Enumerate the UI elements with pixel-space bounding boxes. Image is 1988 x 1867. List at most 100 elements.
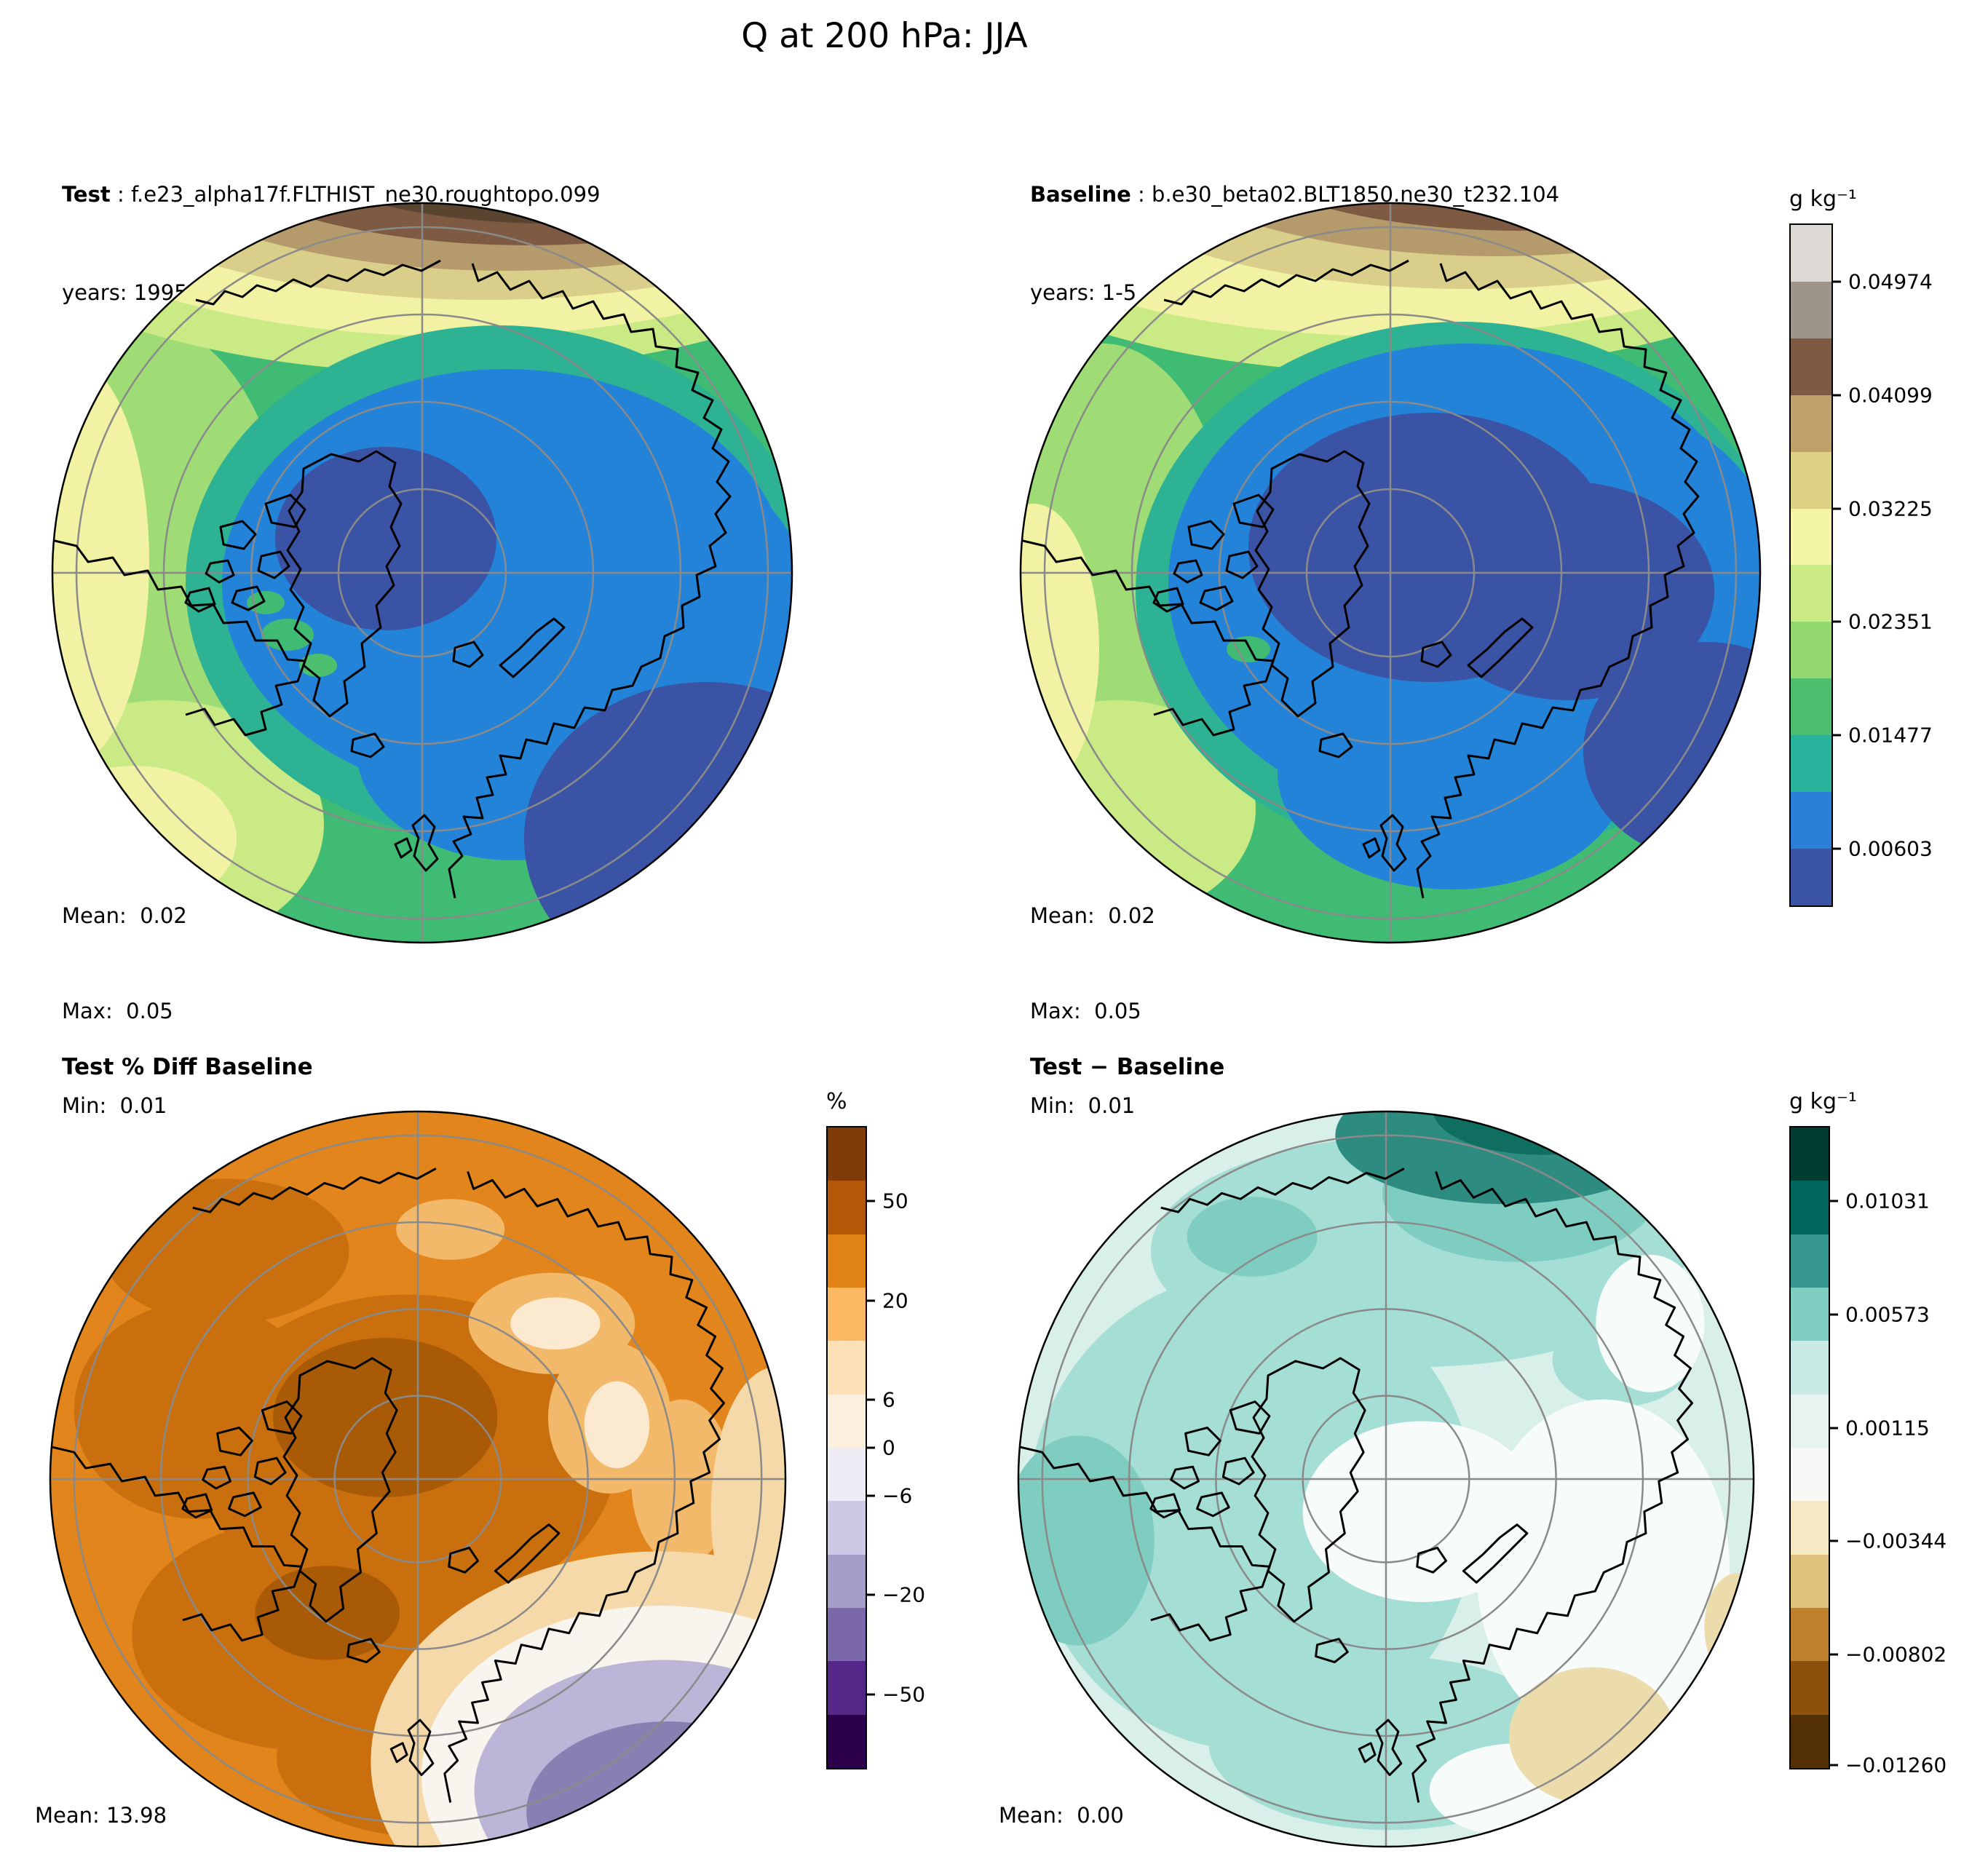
colorbar-segment: [828, 1127, 866, 1181]
colorbar-segment: [828, 1181, 866, 1234]
colorbar-tickmark: [1829, 1653, 1838, 1656]
map-boundary: [1017, 1110, 1755, 1848]
colorbar-tickmark: [1829, 1427, 1838, 1430]
colorbar-ticklabel: −0.00802: [1845, 1642, 1947, 1667]
q-colorbar-bar: 0.00603 0.01477 0.02351 0.03225 0.04099 0.049…: [1789, 223, 1933, 907]
colorbar-ticklabel: 0.04974: [1848, 269, 1933, 294]
colorbar-ticklabel: −50: [882, 1682, 926, 1707]
baseline-stat-min: Min: 0.01: [1030, 1093, 1136, 1118]
diff-stat-mean: Mean: 0.00: [999, 1803, 1124, 1828]
colorbar-ticklabel: −6: [882, 1483, 913, 1508]
test-stat-min: Min: 0.01: [62, 1093, 167, 1118]
q-colorbar-segments: [1791, 224, 1831, 905]
colorbar-ticklabel: 0.03225: [1848, 496, 1933, 521]
baseline-stat-mean: Mean: 0.02: [1030, 903, 1155, 928]
colorbar-segment: [1791, 1554, 1829, 1609]
baseline-case-name: b.e30_beta02.BLT1850.ne30_t232.104: [1152, 181, 1560, 207]
baseline-separator: :: [1130, 181, 1152, 207]
colorbar-ticklabel: 6: [882, 1387, 895, 1412]
colorbar-tickmark: [1829, 1539, 1838, 1542]
baseline-map: [1015, 202, 1762, 944]
colorbar-tick: 20: [866, 1288, 908, 1312]
colorbar-segment: [1791, 1661, 1829, 1715]
colorbar-segment: [1791, 338, 1831, 395]
colorbar-tick: 0: [866, 1436, 895, 1460]
colorbar-segment: [1791, 792, 1831, 849]
colorbar-ticklabel: 50: [882, 1189, 908, 1213]
colorbar-segment: [1791, 1288, 1829, 1341]
colorbar-tick: 6: [866, 1388, 895, 1412]
q-colorbar: g kg⁻¹ 0.00603 0.01477 0.02351 0.03225 0.040…: [1789, 186, 1933, 907]
colorbar-tick: −0.00344: [1829, 1529, 1947, 1553]
colorbar-tickmark: [866, 1693, 875, 1696]
figure-title: Q at 200 hPa: JJA: [741, 16, 1028, 56]
diff-colorbar-bar: −0.01260 −0.00802 −0.00344 0.00115 0.00573 0.…: [1789, 1126, 1947, 1777]
colorbar-tickmark: [866, 1494, 875, 1497]
colorbar-tick: 0.02351: [1831, 610, 1933, 634]
colorbar-tickmark: [1831, 734, 1841, 737]
colorbar-segment: [1791, 735, 1831, 793]
colorbar-ticklabel: 0.01031: [1845, 1189, 1930, 1213]
colorbar-ticklabel: 0.04099: [1848, 383, 1933, 408]
colorbar-ticklabel: 0.00115: [1845, 1416, 1930, 1440]
colorbar-segment: [828, 1501, 866, 1555]
colorbar-tickmark: [1831, 280, 1841, 283]
colorbar-segment: [1791, 224, 1831, 282]
colorbar-tick: 0.00115: [1829, 1416, 1930, 1440]
colorbar-tick: −0.01260: [1829, 1753, 1947, 1777]
test-stat-mean: Mean: 0.02: [62, 903, 187, 928]
colorbar-tick: 0.00573: [1829, 1302, 1930, 1326]
diff-colorbar: g kg⁻¹ −0.01260 −0.00802 −0.00344 0.00115 0.…: [1789, 1089, 1947, 1777]
colorbar-segment: [828, 1288, 866, 1341]
diff-colorbar-units: g kg⁻¹: [1789, 1089, 1857, 1114]
diff-stats: Mean: 0.00 Max: 0.01 Min: -0.00: [999, 1737, 1124, 1867]
colorbar-segment: [1791, 1341, 1829, 1395]
colorbar-tick: 50: [866, 1189, 908, 1213]
colorbar-segment: [1791, 1714, 1829, 1768]
colorbar-segment: [828, 1661, 866, 1715]
diff-map: [1013, 1110, 1755, 1848]
colorbar-tick: 0.04974: [1831, 269, 1933, 293]
baseline-years: years: 1-5: [1030, 280, 1137, 305]
baseline-stats: Mean: 0.02 Max: 0.05 Min: 0.01: [1030, 837, 1155, 1186]
colorbar-segment: [1791, 1394, 1829, 1448]
baseline-panel-header: Baseline : b.e30_beta02.BLT1850.ne30_t23…: [1030, 113, 1559, 375]
colorbar-segment: [1791, 849, 1831, 905]
colorbar-ticklabel: −20: [882, 1582, 926, 1607]
test-case-name: f.e23_alpha17f.FLTHIST_ne30.roughtopo.09…: [130, 181, 601, 207]
test-map: [47, 202, 793, 944]
pct-diff-map: [45, 1110, 787, 1848]
diff-panel-title: Test − Baseline: [1030, 1054, 1225, 1080]
colorbar-segment: [1791, 1234, 1829, 1288]
colorbar-tickmark: [1829, 1200, 1838, 1202]
colorbar-segment: [1791, 1608, 1829, 1662]
colorbar-ticklabel: −0.01260: [1845, 1753, 1947, 1777]
test-stat-max: Max: 0.05: [62, 998, 173, 1023]
colorbar-tick: −20: [866, 1583, 925, 1607]
colorbar-segment: [828, 1394, 866, 1448]
colorbar-ticklabel: 0.01477: [1848, 723, 1933, 748]
colorbar-segment: [1791, 1448, 1829, 1502]
colorbar-segment: [1791, 1501, 1829, 1555]
colorbar-segment: [1791, 395, 1831, 452]
colorbar-tickmark: [1831, 620, 1841, 623]
colorbar-tickmark: [866, 1299, 875, 1302]
colorbar-segment: [828, 1234, 866, 1288]
colorbar-ticklabel: 0.02351: [1848, 609, 1933, 634]
colorbar-tickmark: [1831, 847, 1841, 850]
colorbar-segment: [1791, 508, 1831, 566]
pct-colorbar-segments: [828, 1127, 866, 1768]
q-colorbar-units: g kg⁻¹: [1789, 186, 1857, 212]
colorbar-tick: −6: [866, 1484, 912, 1508]
test-separator: :: [110, 181, 131, 207]
colorbar-tickmark: [866, 1398, 875, 1401]
test-label: Test: [62, 181, 111, 207]
colorbar-tick: 0.01477: [1831, 724, 1933, 748]
pct-diff-stats: Mean: 13.98 Max: 46.59 Min: -16.20: [35, 1737, 167, 1867]
colorbar-segment: [828, 1714, 866, 1768]
colorbar-segment: [1791, 678, 1831, 736]
colorbar-segment: [1791, 1127, 1829, 1181]
test-stats: Mean: 0.02 Max: 0.05 Min: 0.01: [62, 837, 187, 1186]
colorbar-tickmark: [1829, 1313, 1838, 1316]
